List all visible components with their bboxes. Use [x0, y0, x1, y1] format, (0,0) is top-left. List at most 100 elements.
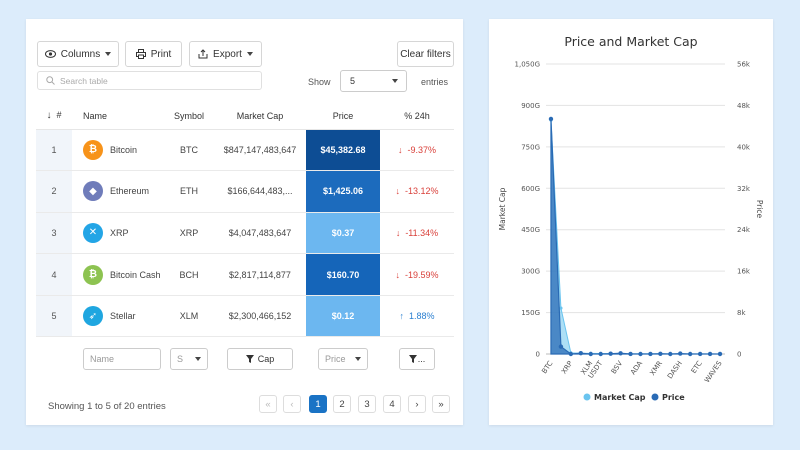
row-index: 4 [36, 253, 72, 296]
page-2-button[interactable]: 2 [333, 395, 351, 413]
prev-page-button[interactable]: ‹ [283, 395, 301, 413]
sort-index-header[interactable]: ↓ # [36, 103, 72, 130]
right-axis-tick: 16k [737, 268, 751, 276]
crypto-table: ↓ # Name Symbol Market Cap Price % 24h 1 ₿… [36, 103, 454, 381]
chevron-down-icon [195, 357, 201, 362]
change-header[interactable]: % 24h [380, 103, 454, 130]
price-filter-select[interactable]: Price [318, 348, 368, 371]
page-1-button[interactable]: 1 [309, 395, 327, 413]
page-3-button[interactable]: 3 [358, 395, 376, 413]
coin-name: Bitcoin Cash [110, 269, 161, 280]
x-axis-tick: ADA [629, 359, 644, 376]
right-axis-tick: 32k [737, 185, 751, 193]
arrow-down-icon: ↓ [395, 227, 401, 238]
clear-filters-label: Clear filters [400, 48, 451, 60]
name-filter-placeholder: Name [90, 354, 115, 365]
page-4-button[interactable]: 4 [383, 395, 401, 413]
arrow-down-icon: ↓ [395, 269, 400, 280]
market-cap-area [550, 120, 721, 355]
price-point [658, 351, 663, 356]
coin-change: -9.37% [407, 144, 437, 155]
arrow-down-icon: ↓ [395, 186, 400, 197]
cap-filter-label: Cap [257, 354, 275, 365]
print-button[interactable]: Print [125, 41, 182, 67]
price-filter-value: Price [325, 354, 346, 365]
last-page-button[interactable]: » [432, 395, 450, 413]
legend-price-swatch [651, 393, 659, 401]
export-button[interactable]: Export [189, 41, 262, 67]
left-axis-tick: 450G [521, 226, 540, 234]
symbol-header[interactable]: Symbol [164, 103, 214, 130]
eye-icon [44, 50, 56, 58]
legend-market-cap-swatch [583, 393, 591, 401]
table-row[interactable]: 2 ◆ Ethereum ETH $166,644,483,... $1,425.06 ↓ -… [36, 170, 454, 213]
filter-icon [408, 355, 417, 364]
chart-title: Price and Market Cap [564, 34, 697, 49]
first-page-button[interactable]: « [259, 395, 277, 413]
left-axis-tick: 150G [521, 309, 540, 317]
filter-icon [245, 355, 254, 364]
price-point [638, 351, 643, 357]
arrow-down-icon: ↓ [397, 144, 403, 155]
row-index: 1 [36, 129, 72, 172]
price-point [588, 351, 593, 357]
filter-row: Name S Cap Price [36, 337, 454, 381]
chart-panel: Price and Market Cap 0 150G 300G 450G 600G 750… [489, 19, 773, 425]
printer-icon [135, 49, 146, 59]
price-point [648, 351, 653, 357]
change-cell: ↑ 1.88% [380, 295, 454, 338]
page-size-select[interactable]: 5 [340, 70, 407, 92]
left-axis-tick: 0 [536, 351, 540, 359]
cap-filter-button[interactable]: Cap [227, 348, 293, 371]
left-axis-label: Market Cap [498, 187, 507, 230]
market-cap-header[interactable]: Market Cap [214, 103, 306, 130]
table-summary: Showing 1 to 5 of 20 entries [48, 401, 166, 412]
stellar-icon: ➶ [83, 306, 103, 327]
right-axis-tick: 24k [737, 226, 751, 234]
legend-market-cap-label: Market Cap [594, 393, 646, 402]
chevron-down-icon [105, 52, 112, 56]
price-point [668, 351, 673, 357]
next-page-button[interactable]: › [408, 395, 426, 413]
coin-name: Stellar [110, 311, 136, 322]
x-axis-tick: WAVES [703, 359, 724, 384]
symbol-filter-select[interactable]: S [170, 348, 208, 371]
chevron-right-icon: › [415, 398, 419, 410]
export-button-label: Export [213, 48, 242, 60]
price-point [628, 351, 633, 357]
name-filter-input[interactable]: Name [83, 348, 161, 371]
price-point [717, 351, 723, 357]
change-filter-button[interactable]: ... [399, 348, 435, 371]
columns-button[interactable]: Columns [37, 41, 119, 67]
double-chevron-left-icon: « [265, 398, 271, 410]
coin-price: $45,382.68 [306, 129, 380, 172]
price-point [548, 116, 554, 122]
x-axis-tick: BSV [610, 359, 625, 375]
left-axis-tick: 300G [521, 268, 540, 276]
chevron-down-icon [392, 79, 398, 83]
table-header-row: ↓ # Name Symbol Market Cap Price % 24h [36, 103, 454, 130]
coin-name: Bitcoin [110, 144, 138, 155]
right-axis-tick: 40k [737, 143, 751, 151]
coin-price: $160.70 [306, 253, 380, 296]
price-point [608, 351, 613, 356]
price-point [558, 344, 564, 349]
arrow-up-icon: ↑ [399, 311, 404, 322]
search-input[interactable]: Search table [37, 71, 262, 90]
left-axis-tick: 750G [521, 143, 540, 151]
coin-change: -13.12% [404, 186, 439, 197]
coin-symbol: BTC [164, 129, 214, 172]
coin-price: $0.12 [306, 295, 380, 338]
table-row[interactable]: 1 ₿ Bitcoin BTC $847,147,483,647 $45,382.68 ↓ -… [36, 129, 454, 172]
print-button-label: Print [150, 48, 172, 60]
coin-symbol: XRP [164, 212, 214, 255]
table-row[interactable]: 5 ➶ Stellar XLM $2,300,466,152 $0.12 ↑ 1.88% [36, 295, 454, 338]
price-market-cap-chart: Price and Market Cap 0 150G 300G 450G 600G 750… [498, 34, 764, 402]
table-row[interactable]: 3 ✕ XRP XRP $4,047,483,647 $0.37 ↓ -11.34% [36, 212, 454, 255]
table-row[interactable]: 4 ₿ Bitcoin Cash BCH $2,817,114,877 $160.70 ↓ -… [36, 253, 454, 296]
name-header[interactable]: Name [72, 103, 164, 130]
clear-filters-button[interactable]: Clear filters [397, 41, 454, 67]
change-cell: ↓ -9.37% [380, 129, 454, 172]
coin-symbol: BCH [164, 253, 214, 296]
price-header[interactable]: Price [306, 103, 380, 130]
